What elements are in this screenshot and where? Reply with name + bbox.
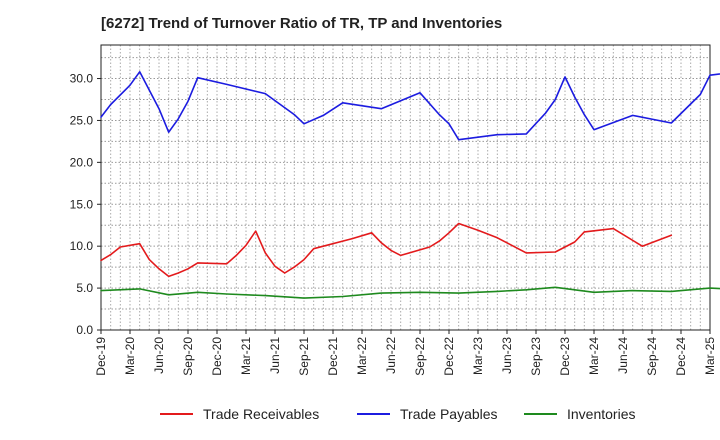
x-tick-label: Mar-20: [123, 337, 137, 375]
x-tick-label: Sep-22: [413, 337, 427, 376]
y-tick-label: 10.0: [70, 239, 94, 253]
x-tick-label: Sep-21: [297, 337, 311, 376]
y-tick-label: 15.0: [70, 197, 94, 211]
legend: Trade Receivables Trade Payables Inventori…: [160, 406, 635, 422]
legend-label: Trade Receivables: [203, 406, 319, 422]
x-tick-label: Jun-20: [152, 337, 166, 374]
y-tick-label: 25.0: [70, 113, 94, 127]
x-tick-label: Dec-23: [558, 337, 572, 376]
x-tick-label: Sep-24: [645, 337, 659, 376]
legend-label: Inventories: [567, 406, 635, 422]
y-tick-label: 20.0: [70, 155, 94, 169]
y-tick-label: 0.0: [76, 323, 93, 337]
x-tick-label: Dec-21: [326, 337, 340, 376]
x-tick-label: Jun-23: [500, 337, 514, 374]
x-tick-label: Dec-19: [94, 337, 108, 376]
x-tick-label: Dec-22: [442, 337, 456, 376]
legend-label: Trade Payables: [400, 406, 498, 422]
series-lines: [100, 71, 720, 299]
x-tick-label: Mar-22: [355, 337, 369, 375]
x-tick-label: Sep-20: [181, 337, 195, 376]
series-line-trade-receivables: [100, 222, 673, 278]
chart-title: [6272] Trend of Turnover Ratio of TR, TP…: [101, 15, 503, 32]
x-tick-label: Mar-25: [703, 337, 717, 375]
x-tick-label: Jun-21: [268, 337, 282, 374]
series-line-trade-payables: [100, 71, 720, 141]
x-tick-label: Jun-24: [616, 337, 630, 374]
y-axis: 0.0 5.0 10.0 15.0 20.0 25.0 30.0: [70, 72, 101, 337]
x-tick-label: Mar-21: [239, 337, 253, 375]
y-tick-label: 30.0: [70, 72, 94, 86]
plot-area-background: [101, 45, 710, 330]
x-tick-label: Jun-22: [384, 337, 398, 374]
x-tick-label: Dec-24: [674, 337, 688, 376]
y-tick-label: 5.0: [76, 281, 93, 295]
x-tick-label: Mar-23: [471, 337, 485, 375]
x-axis: Dec-19 Mar-20 Jun-20 Sep-20 Dec-20 Mar-21 Jun-…: [94, 330, 717, 376]
series-line-inventories: [100, 286, 720, 299]
x-tick-label: Mar-24: [587, 337, 601, 375]
x-tick-label: Dec-20: [210, 337, 224, 376]
x-tick-label: Sep-23: [529, 337, 543, 376]
plot-area-frame: [100, 44, 711, 331]
